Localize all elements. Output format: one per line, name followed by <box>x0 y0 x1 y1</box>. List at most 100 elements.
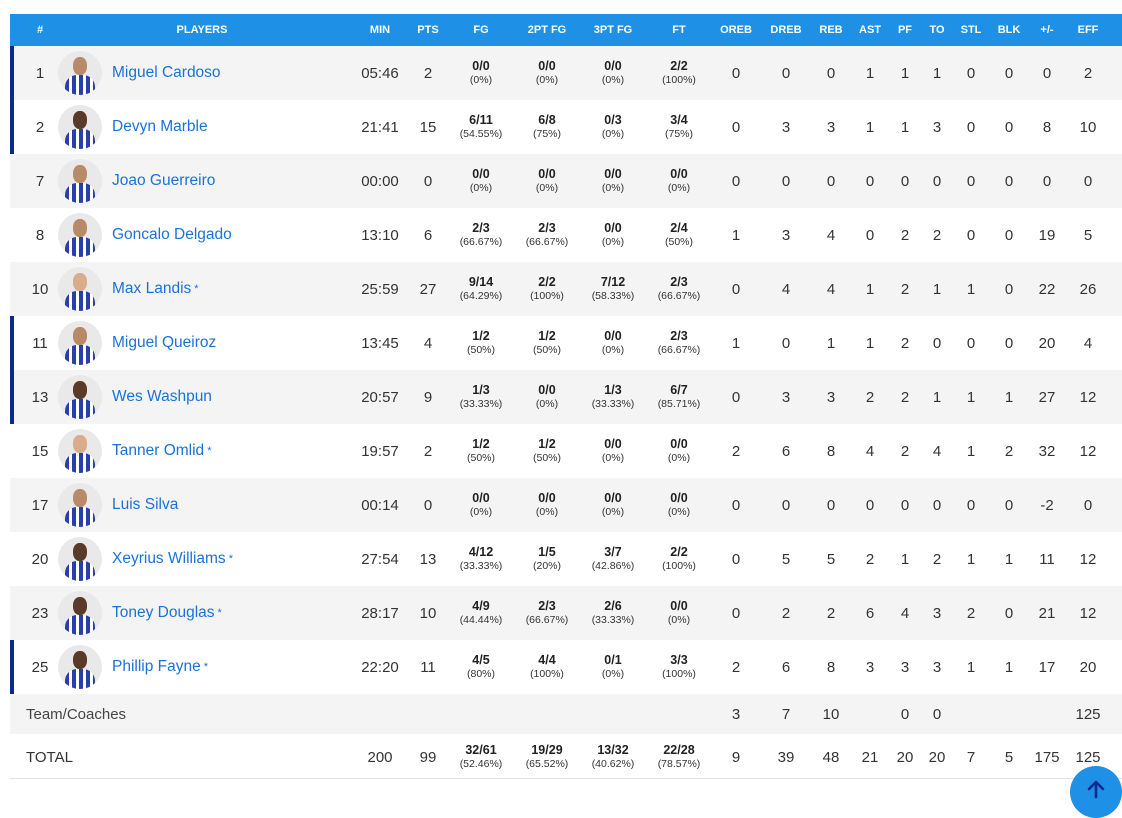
total-to: 20 <box>928 748 946 766</box>
player-3pt-fg: 7/12 (58.33%) <box>580 262 646 316</box>
player-3pt-fg-pct: (33.33%) <box>591 613 635 626</box>
player-ft: 0/0 (0%) <box>646 154 712 208</box>
player-name-link[interactable]: Miguel Queiroz <box>112 316 342 370</box>
player-name-link[interactable]: Phillip Fayne * <box>112 640 342 694</box>
player-number: 15 <box>31 442 49 460</box>
player-avatar[interactable] <box>58 159 102 203</box>
player-name[interactable]: Devyn Marble <box>112 118 208 135</box>
player-avatar[interactable] <box>58 645 102 689</box>
player-avatar[interactable] <box>58 267 102 311</box>
player-fg-pct: (33.33%) <box>459 397 503 410</box>
player-avatar[interactable] <box>58 429 102 473</box>
player-name[interactable]: Goncalo Delgado <box>112 226 232 243</box>
player-row: 20 Xeyrius Williams * 27:54 13 4/12 (33.3… <box>10 532 1122 586</box>
player-eff: 12 <box>1079 604 1097 622</box>
player-number: 25 <box>31 658 49 676</box>
player-name-link[interactable]: Tanner Omlid * <box>112 424 342 478</box>
player-eff: 26 <box>1079 280 1097 298</box>
player-eff: 10 <box>1079 118 1097 136</box>
player-name-link[interactable]: Goncalo Delgado <box>112 208 342 262</box>
total-label: TOTAL <box>26 748 73 766</box>
boxscore-table: # PLAYERS MIN PTS FG 2PT FG 3PT FG FT OR… <box>10 14 1122 780</box>
player-2pt-fg-pct: (0%) <box>535 397 559 410</box>
player-number: 10 <box>31 280 49 298</box>
player-dreb: 0 <box>781 172 791 190</box>
total-ft-pct: (78.57%) <box>657 757 701 770</box>
player-dreb: 4 <box>781 280 791 298</box>
player-reb: 4 <box>826 226 836 244</box>
player-avatar[interactable] <box>58 105 102 149</box>
player-2pt-fg: 2/2 (100%) <box>514 262 580 316</box>
player-name-link[interactable]: Devyn Marble <box>112 100 342 154</box>
player-2pt-fg: 0/0 (0%) <box>514 154 580 208</box>
player-name[interactable]: Miguel Queiroz <box>112 334 217 351</box>
player-to: 3 <box>932 658 942 676</box>
scroll-to-top-button[interactable] <box>1070 766 1122 818</box>
player-name-link[interactable]: Luis Silva <box>112 478 342 532</box>
player-dreb: 3 <box>781 118 791 136</box>
player-avatar[interactable] <box>58 537 102 581</box>
player-dreb: 0 <box>781 334 791 352</box>
player-3pt-fg: 0/0 (0%) <box>580 46 646 100</box>
player-avatar-cell <box>58 154 102 208</box>
header-to: TO <box>929 24 945 36</box>
player-name[interactable]: Tanner Omlid <box>112 442 205 459</box>
player-avatar[interactable] <box>58 591 102 635</box>
team-coaches-label: Team/Coaches <box>26 705 127 723</box>
player-reb: 5 <box>826 550 836 568</box>
player-oreb: 0 <box>731 118 741 136</box>
player-dreb: 3 <box>781 388 791 406</box>
player-avatar-cell <box>58 100 102 154</box>
player-name-link[interactable]: Wes Washpun <box>112 370 342 424</box>
player-avatar[interactable] <box>58 483 102 527</box>
player-name[interactable]: Luis Silva <box>112 496 179 513</box>
player-ast: 3 <box>865 658 875 676</box>
total-min: 200 <box>367 748 393 766</box>
player-name[interactable]: Xeyrius Williams <box>112 550 226 567</box>
total-fg-made: 32/61 <box>465 743 497 758</box>
player-name[interactable]: Miguel Cardoso <box>112 64 221 81</box>
player-ft-made: 2/3 <box>670 329 688 344</box>
player-name-link[interactable]: Miguel Cardoso <box>112 46 342 100</box>
player-fg-pct: (0%) <box>469 73 493 86</box>
player-fg-pct: (50%) <box>466 343 495 356</box>
player-oreb: 0 <box>731 64 741 82</box>
player-blk: 0 <box>1004 496 1014 514</box>
player-name[interactable]: Toney Douglas <box>112 604 215 621</box>
player-avatar[interactable] <box>58 51 102 95</box>
player-eff: 12 <box>1079 550 1097 568</box>
player-ft: 0/0 (0%) <box>646 586 712 640</box>
player-avatar[interactable] <box>58 213 102 257</box>
player-3pt-fg-pct: (0%) <box>601 73 625 86</box>
player-stl: 0 <box>966 334 976 352</box>
player-2pt-fg: 0/0 (0%) <box>514 370 580 424</box>
player-fg-pct: (44.44%) <box>459 613 503 626</box>
total-3pt-made: 13/32 <box>597 743 629 758</box>
header-fg: FG <box>473 24 489 36</box>
player-avatar[interactable] <box>58 375 102 419</box>
player-plus-minus: 32 <box>1038 442 1056 460</box>
player-row: 8 Goncalo Delgado 13:10 6 2/3 (66.67%) 2/… <box>10 208 1122 262</box>
player-name-link[interactable]: Max Landis * <box>112 262 342 316</box>
player-2pt-fg-pct: (0%) <box>535 181 559 194</box>
player-fg: 1/2 (50%) <box>448 316 514 370</box>
total-2pt-pct: (65.52%) <box>525 757 569 770</box>
player-avatar[interactable] <box>58 321 102 365</box>
player-name-link[interactable]: Toney Douglas * <box>112 586 342 640</box>
player-name[interactable]: Wes Washpun <box>112 388 212 405</box>
player-to: 1 <box>932 64 942 82</box>
player-min: 21:41 <box>361 118 399 136</box>
player-fg-made: 4/12 <box>468 545 494 560</box>
player-name-link[interactable]: Joao Guerreiro <box>112 154 342 208</box>
player-min: 20:57 <box>361 388 399 406</box>
player-fg-made: 1/2 <box>472 437 490 452</box>
player-2pt-fg: 2/3 (66.67%) <box>514 586 580 640</box>
player-row: 17 Luis Silva 00:14 0 0/0 (0%) 0/0 (0%) 0… <box>10 478 1122 532</box>
player-stl: 1 <box>966 550 976 568</box>
player-name[interactable]: Joao Guerreiro <box>112 172 216 189</box>
player-name[interactable]: Max Landis <box>112 280 192 297</box>
player-name-link[interactable]: Xeyrius Williams * <box>112 532 342 586</box>
player-3pt-fg: 0/0 (0%) <box>580 424 646 478</box>
player-name[interactable]: Phillip Fayne <box>112 658 201 675</box>
player-2pt-fg-made: 1/2 <box>538 329 556 344</box>
